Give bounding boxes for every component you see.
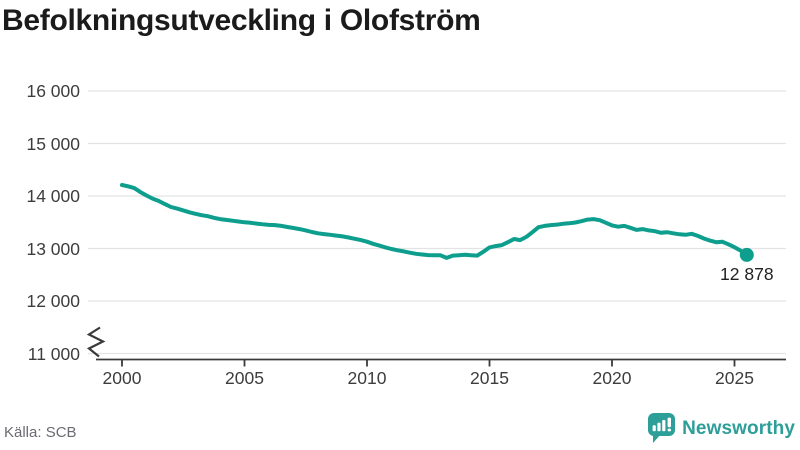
chart-title: Befolkningsutveckling i Olofström (2, 4, 481, 37)
population-line (120, 183, 754, 262)
x-axis-tick-label: 2020 (592, 368, 632, 388)
end-point-marker (739, 247, 754, 262)
x-axis-tick-label: 2010 (347, 368, 387, 388)
x-axis-tick-label: 2000 (102, 368, 142, 388)
y-axis-tick-label: 16 000 (26, 81, 80, 101)
x-axis-tick-label: 2005 (225, 368, 264, 388)
newsworthy-logo-text: Newsworthy (682, 417, 795, 439)
newsworthy-logo[interactable]: Newsworthy (648, 413, 795, 444)
x-axis (96, 358, 786, 367)
end-value-label: 12 878 (720, 263, 774, 284)
axis-break-zigzag (86, 326, 106, 358)
x-axis-tick-label: 2015 (470, 368, 509, 388)
y-axis-tick-label: 11 000 (27, 343, 80, 364)
x-axis-tick-label: 2025 (715, 368, 754, 388)
bar-chart-speech-bubble-icon (648, 413, 676, 443)
y-axis-tick-label: 13 000 (26, 238, 80, 259)
axis-break-icon (86, 326, 106, 358)
source-caption: Källa: SCB (4, 424, 77, 441)
y-axis-tick-label: 12 000 (26, 291, 80, 311)
population-line-path (120, 183, 749, 260)
y-axis-tick-label: 15 000 (26, 133, 80, 154)
gridlines (88, 90, 786, 355)
y-axis-tick-label: 14 000 (26, 186, 80, 206)
